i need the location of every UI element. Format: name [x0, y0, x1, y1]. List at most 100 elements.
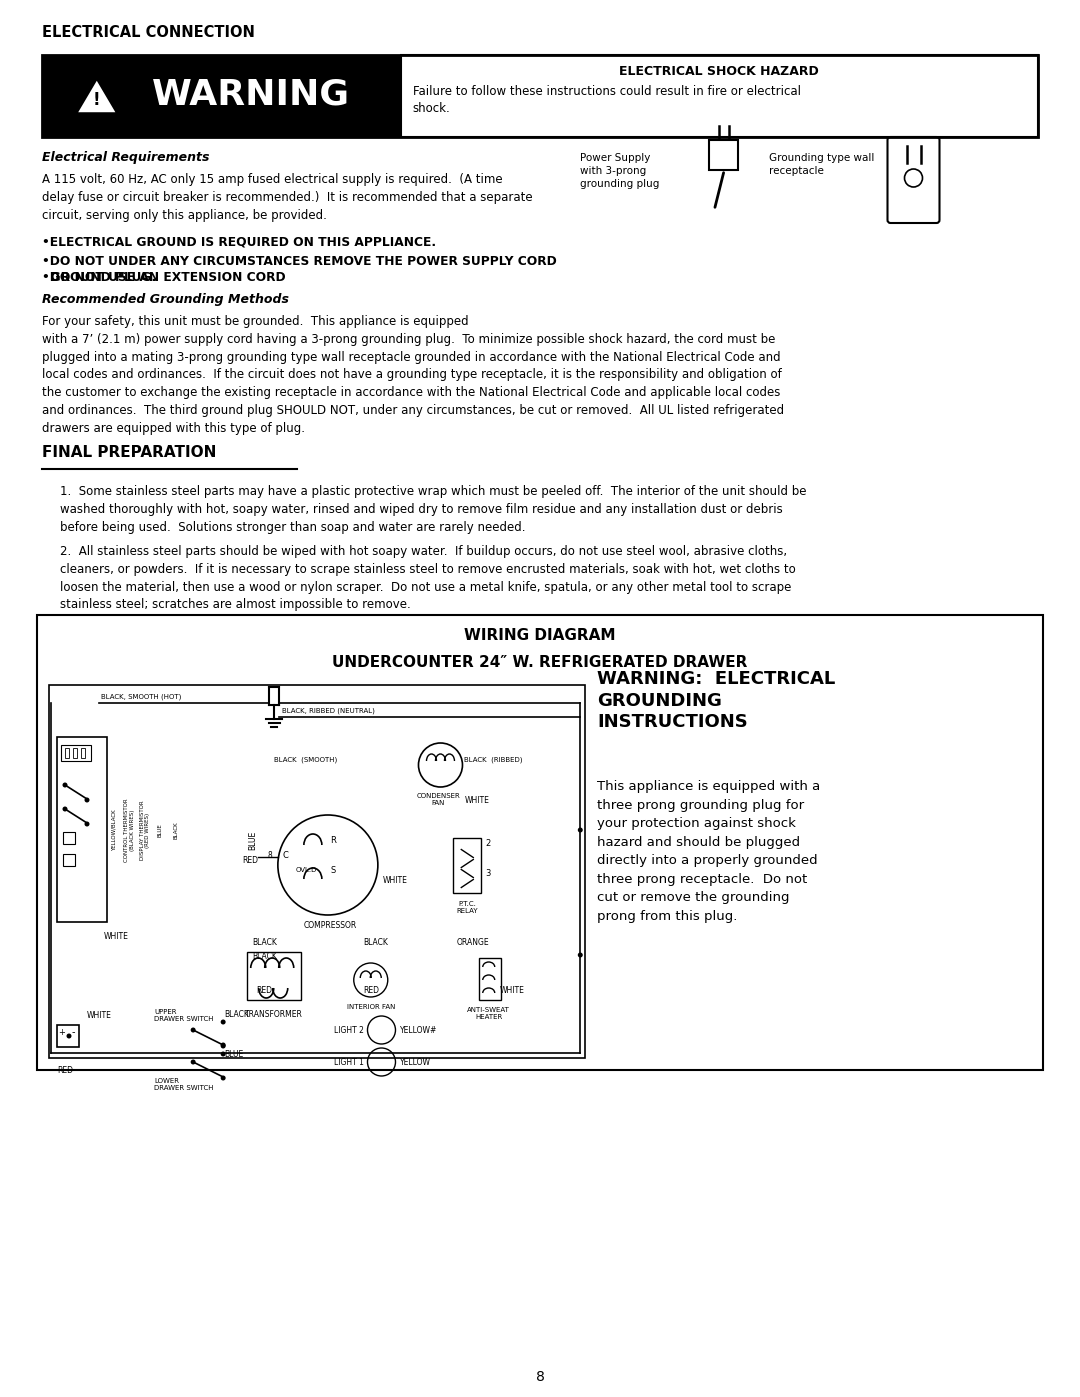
- Circle shape: [84, 821, 90, 827]
- Text: BLUE: BLUE: [225, 1049, 243, 1059]
- Circle shape: [191, 1059, 195, 1065]
- Text: 8: 8: [536, 1370, 544, 1384]
- Text: •DO NOT USE AN EXTENSION CORD: •DO NOT USE AN EXTENSION CORD: [42, 271, 285, 284]
- Bar: [60, 745, 91, 761]
- Text: ELECTRICAL SHOCK HAZARD: ELECTRICAL SHOCK HAZARD: [620, 66, 819, 78]
- Text: P.T.C.
RELAY: P.T.C. RELAY: [457, 901, 478, 914]
- Text: ORANGE: ORANGE: [457, 937, 489, 947]
- Polygon shape: [710, 140, 739, 170]
- Bar: [49, 685, 585, 1058]
- Text: UPPER
DRAWER SWITCH: UPPER DRAWER SWITCH: [154, 1009, 214, 1023]
- Circle shape: [220, 1020, 226, 1024]
- Text: BLACK: BLACK: [252, 937, 276, 947]
- Circle shape: [220, 1052, 226, 1056]
- Text: LIGHT 2: LIGHT 2: [334, 1025, 364, 1035]
- Bar: [73, 747, 77, 759]
- Text: 8: 8: [268, 851, 272, 859]
- Circle shape: [578, 953, 583, 957]
- Text: FINAL PREPARATION: FINAL PREPARATION: [42, 446, 216, 460]
- Text: Failure to follow these instructions could result in fire or electrical
shock.: Failure to follow these instructions cou…: [413, 85, 800, 115]
- Text: 1.  Some stainless steel parts may have a plastic protective wrap which must be : 1. Some stainless steel parts may have a…: [60, 485, 807, 534]
- Text: C: C: [283, 851, 288, 859]
- Text: WIRING DIAGRAM: WIRING DIAGRAM: [464, 629, 616, 643]
- Text: +: +: [58, 1028, 66, 1037]
- Bar: [81, 747, 85, 759]
- Text: BLUE: BLUE: [248, 830, 257, 849]
- Text: OVL.D: OVL.D: [295, 868, 316, 873]
- Text: -: -: [71, 1027, 75, 1037]
- Circle shape: [67, 1034, 71, 1038]
- Circle shape: [578, 827, 583, 833]
- Text: WHITE: WHITE: [499, 985, 525, 995]
- Text: CONDENSER
FAN: CONDENSER FAN: [417, 793, 460, 806]
- Bar: [247, 951, 301, 1000]
- Text: Recommended Grounding Methods: Recommended Grounding Methods: [42, 293, 289, 306]
- Text: COMPRESSOR: COMPRESSOR: [303, 921, 356, 930]
- Text: WARNING: WARNING: [152, 77, 350, 110]
- Bar: [57, 1025, 79, 1046]
- Circle shape: [63, 782, 67, 788]
- Text: RED: RED: [242, 855, 258, 865]
- Bar: [42, 54, 401, 137]
- Text: YELLOW/BLACK: YELLOW/BLACK: [111, 809, 117, 851]
- Text: 2: 2: [485, 838, 490, 848]
- Text: LOWER
DRAWER SWITCH: LOWER DRAWER SWITCH: [154, 1078, 214, 1091]
- Polygon shape: [77, 78, 117, 113]
- Text: •ELECTRICAL GROUND IS REQUIRED ON THIS APPLIANCE.: •ELECTRICAL GROUND IS REQUIRED ON THIS A…: [42, 235, 436, 249]
- Text: YELLOW#: YELLOW#: [400, 1025, 437, 1035]
- Text: Electrical Requirements: Electrical Requirements: [42, 151, 210, 163]
- Text: S: S: [330, 866, 336, 875]
- Circle shape: [84, 798, 90, 802]
- Text: WHITE: WHITE: [87, 1010, 112, 1020]
- Text: YELLOW: YELLOW: [400, 1058, 431, 1066]
- Text: !: !: [93, 91, 100, 109]
- Text: DISPLAY THERMISTOR
(RED WIRES): DISPLAY THERMISTOR (RED WIRES): [139, 800, 150, 859]
- Text: RED: RED: [256, 985, 272, 995]
- Text: INTERIOR FAN: INTERIOR FAN: [347, 1004, 395, 1010]
- Text: WHITE: WHITE: [464, 795, 489, 805]
- Text: UNDERCOUNTER 24″ W. REFRIGERATED DRAWER: UNDERCOUNTER 24″ W. REFRIGERATED DRAWER: [333, 655, 747, 671]
- Text: BLACK, SMOOTH (HOT): BLACK, SMOOTH (HOT): [102, 693, 181, 700]
- Text: BLACK: BLACK: [363, 937, 388, 947]
- Bar: [37, 615, 1043, 1070]
- Text: BLACK  (SMOOTH): BLACK (SMOOTH): [274, 757, 337, 763]
- Text: ELECTRICAL CONNECTION: ELECTRICAL CONNECTION: [42, 25, 255, 41]
- Text: This appliance is equipped with a
three prong grounding plug for
your protection: This appliance is equipped with a three …: [597, 780, 821, 922]
- Text: BLACK  (RIBBED): BLACK (RIBBED): [464, 757, 523, 763]
- Text: BLACK: BLACK: [225, 1010, 249, 1018]
- Circle shape: [191, 1028, 195, 1032]
- Text: BLUE: BLUE: [158, 823, 163, 837]
- Text: Grounding type wall
receptacle: Grounding type wall receptacle: [769, 154, 875, 176]
- FancyBboxPatch shape: [888, 137, 940, 224]
- Text: WHITE: WHITE: [383, 876, 408, 884]
- Bar: [42, 54, 1038, 137]
- Circle shape: [220, 1044, 226, 1049]
- Text: ANTI-SWEAT
HEATER: ANTI-SWEAT HEATER: [468, 1007, 510, 1020]
- Text: A 115 volt, 60 Hz, AC only 15 amp fused electrical supply is required.  (A time
: A 115 volt, 60 Hz, AC only 15 amp fused …: [42, 173, 532, 222]
- Text: RED: RED: [363, 985, 379, 995]
- Text: BLACK: BLACK: [174, 821, 178, 838]
- Bar: [401, 54, 1038, 137]
- Bar: [57, 738, 107, 922]
- Text: 3: 3: [485, 869, 490, 877]
- Bar: [454, 837, 482, 893]
- Text: RED: RED: [57, 1066, 73, 1074]
- Text: •DO NOT UNDER ANY CIRCUMSTANCES REMOVE THE POWER SUPPLY CORD
  GROUND PLUG.: •DO NOT UNDER ANY CIRCUMSTANCES REMOVE T…: [42, 254, 557, 284]
- Bar: [65, 747, 69, 759]
- Circle shape: [220, 1042, 226, 1048]
- Text: Power Supply
with 3-prong
grounding plug: Power Supply with 3-prong grounding plug: [580, 154, 659, 190]
- Text: 2.  All stainless steel parts should be wiped with hot soapy water.  If buildup : 2. All stainless steel parts should be w…: [60, 545, 796, 612]
- Text: CONTROL THERMISTOR
(BLACK WIRES): CONTROL THERMISTOR (BLACK WIRES): [124, 798, 135, 862]
- Circle shape: [220, 1076, 226, 1080]
- Text: LIGHT 1: LIGHT 1: [334, 1058, 364, 1066]
- Text: R: R: [329, 835, 336, 845]
- Text: For your safety, this unit must be grounded.  This appliance is equipped
with a : For your safety, this unit must be groun…: [42, 314, 784, 434]
- Circle shape: [63, 806, 67, 812]
- Text: TRANSFORMER: TRANSFORMER: [245, 1010, 303, 1018]
- Bar: [63, 854, 75, 866]
- Bar: [63, 833, 75, 844]
- Text: BLACK, RIBBED (NEUTRAL): BLACK, RIBBED (NEUTRAL): [282, 707, 375, 714]
- Text: BLACK: BLACK: [252, 951, 276, 961]
- Text: WHITE: WHITE: [104, 932, 129, 940]
- Text: WARNING:  ELECTRICAL
GROUNDING
INSTRUCTIONS: WARNING: ELECTRICAL GROUNDING INSTRUCTIO…: [597, 671, 836, 731]
